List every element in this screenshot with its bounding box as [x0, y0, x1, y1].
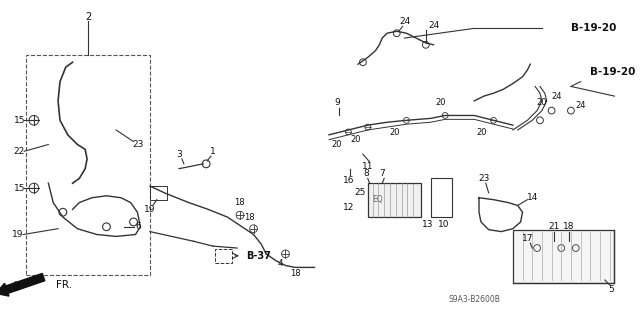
Text: 20: 20 [332, 140, 342, 149]
Text: 13: 13 [422, 220, 433, 229]
Text: B-19-20: B-19-20 [571, 23, 616, 33]
Text: 18: 18 [290, 269, 300, 278]
Text: 16: 16 [342, 176, 354, 185]
Text: 20: 20 [537, 98, 547, 108]
Text: 17: 17 [522, 234, 533, 243]
Text: 1: 1 [210, 147, 216, 156]
Text: 12: 12 [342, 203, 354, 212]
Text: 7: 7 [380, 169, 385, 178]
Text: 18: 18 [244, 212, 255, 222]
Text: 15: 15 [13, 183, 25, 193]
Text: 5: 5 [609, 285, 614, 294]
Bar [431, 178, 452, 217]
Bar [513, 230, 614, 283]
Text: 23: 23 [478, 174, 490, 183]
Text: 24: 24 [399, 17, 410, 26]
Text: 22: 22 [13, 147, 25, 156]
Text: 19: 19 [12, 230, 23, 239]
Text: EQ: EQ [372, 195, 383, 204]
Text: 23: 23 [132, 140, 144, 149]
Text: 18: 18 [234, 198, 244, 207]
Text: 20: 20 [351, 135, 362, 144]
Text: 15: 15 [13, 116, 25, 125]
Text: 10: 10 [438, 220, 449, 229]
Text: S9A3-B2600B: S9A3-B2600B [448, 295, 500, 304]
Bar [150, 186, 168, 200]
Text: 24: 24 [575, 101, 586, 110]
FancyArrow shape [0, 273, 45, 296]
Text: 11: 11 [362, 162, 374, 171]
Text: 4: 4 [278, 259, 284, 268]
Text: 20: 20 [435, 98, 445, 108]
Text: 19: 19 [144, 205, 156, 214]
Text: 24: 24 [551, 92, 562, 100]
Text: 25: 25 [355, 189, 365, 197]
Text: FR.: FR. [56, 280, 72, 290]
Text: 6: 6 [136, 222, 141, 231]
Text: 21: 21 [549, 222, 560, 231]
Text: 20: 20 [477, 128, 487, 137]
Text: 20: 20 [390, 128, 400, 137]
Text: 3: 3 [176, 150, 182, 159]
Text: 24: 24 [428, 21, 439, 30]
Text: 2: 2 [85, 12, 91, 22]
Text: 18: 18 [563, 222, 575, 231]
Text: B-37: B-37 [246, 251, 271, 261]
Text: B-19-20: B-19-20 [590, 67, 636, 77]
Bar [368, 183, 421, 217]
Bar [26, 55, 150, 275]
Text: 9: 9 [334, 98, 340, 108]
Text: 14: 14 [527, 193, 538, 202]
Text: 8: 8 [363, 169, 369, 178]
